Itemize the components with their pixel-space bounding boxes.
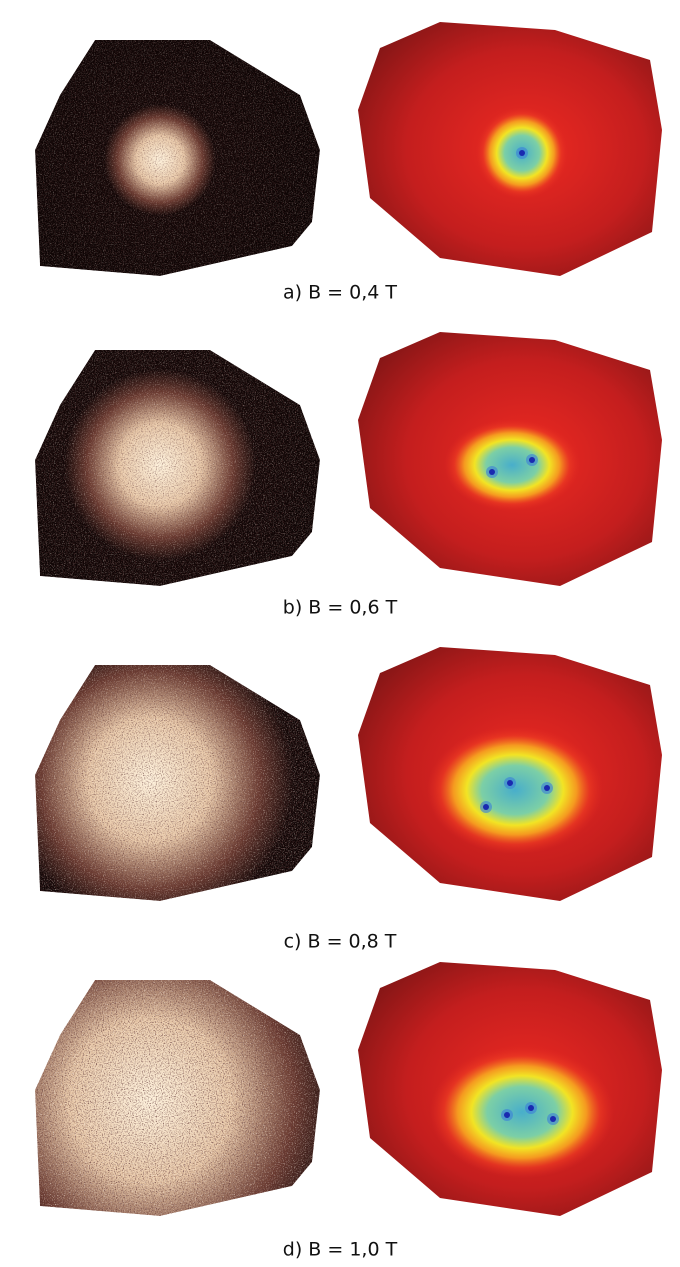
panel [35, 332, 662, 586]
vortex [519, 150, 525, 156]
noise-dark [35, 665, 320, 901]
intensity-image [35, 350, 320, 586]
vortex-core [444, 419, 580, 511]
caption: c) B = 0,8 T [284, 931, 397, 953]
vortex [544, 785, 550, 791]
vortex [489, 469, 495, 475]
panel [35, 22, 662, 276]
caption: d) B = 1,0 T [283, 1239, 398, 1261]
caption: a) B = 0,4 T [283, 282, 397, 304]
vortex [529, 457, 535, 463]
vortex [550, 1116, 556, 1122]
vortex [483, 804, 489, 810]
vortex-core [430, 1046, 614, 1178]
vortex [504, 1112, 510, 1118]
intensity-image [35, 980, 320, 1216]
vortex [507, 780, 513, 786]
intensity-image [35, 665, 320, 901]
noise-dark [35, 40, 320, 276]
panel [35, 962, 662, 1216]
vortex [528, 1105, 534, 1111]
intensity-image [35, 40, 320, 276]
panel [35, 647, 662, 901]
vortex-core [427, 726, 603, 854]
noise-dark [35, 980, 320, 1216]
noise-dark [35, 350, 320, 586]
caption: b) B = 0,6 T [283, 597, 398, 619]
